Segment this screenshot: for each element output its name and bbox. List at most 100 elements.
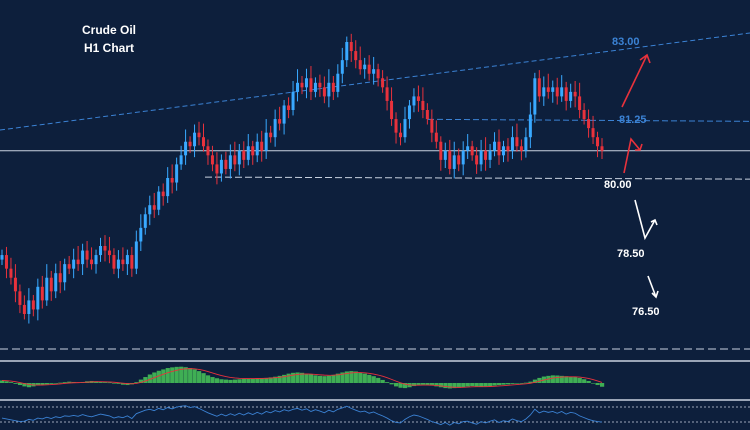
macd-bar [161, 369, 166, 383]
macd-bar [394, 383, 399, 387]
macd-bar [555, 375, 560, 383]
macd-bar [143, 377, 148, 383]
macd-bar [402, 383, 408, 389]
macd-bar [179, 366, 184, 383]
candle-body [148, 205, 152, 215]
macd-bar [358, 372, 363, 383]
candle-body [551, 87, 555, 92]
candle-body [251, 146, 255, 156]
candle-body [403, 119, 407, 138]
macd-bar [268, 377, 273, 383]
macd-bar [291, 372, 296, 383]
candle-body [430, 119, 434, 133]
candle-body [36, 286, 40, 310]
candle-body [22, 304, 26, 314]
candle-body [296, 82, 300, 92]
macd-bar [362, 373, 367, 383]
candle-body [121, 259, 125, 265]
candle-body [246, 146, 250, 160]
candle-body [13, 277, 17, 292]
candle-body [569, 91, 573, 101]
macd-bar [483, 383, 488, 387]
macd-bar [232, 379, 238, 383]
candle-body [193, 132, 197, 147]
macd-bar [380, 379, 385, 383]
macd-bar [219, 379, 224, 383]
candles-layer [0, 33, 604, 324]
macd-bar [273, 376, 278, 383]
candle-body [573, 91, 577, 97]
candle-body [31, 300, 35, 310]
candle-body [161, 191, 165, 197]
candle-body [582, 110, 586, 120]
macd-bar [586, 380, 591, 383]
candle-body [58, 273, 62, 283]
candle-body [457, 155, 461, 165]
macd-bar [564, 376, 569, 383]
candle-body [407, 105, 411, 120]
macd-bar [286, 373, 291, 383]
macd-bar [398, 383, 403, 388]
lines-layer [0, 32, 750, 423]
candle-body [367, 64, 371, 74]
macd-bar [58, 382, 63, 384]
candle-body [179, 155, 183, 165]
macd-bar [550, 375, 555, 383]
macd-bar [188, 368, 193, 383]
candle-body [291, 91, 295, 110]
candle-body [528, 114, 532, 138]
candle-body [484, 150, 488, 160]
candle-body [130, 255, 134, 269]
macd-bar [44, 383, 49, 385]
macd-bar [197, 371, 202, 383]
candle-body [0, 255, 4, 260]
candle-body [479, 150, 483, 165]
candle-body [157, 191, 161, 210]
candle-body [215, 164, 219, 174]
candle-body [376, 69, 380, 79]
macd-bar [573, 377, 578, 383]
macd-bar [452, 383, 457, 389]
macd-bar [438, 383, 444, 388]
macd-bar [308, 374, 314, 383]
arrows-layer [621, 53, 659, 299]
macd-bar [250, 378, 255, 383]
macd-bar [326, 375, 332, 383]
candle-body [242, 150, 246, 160]
candle-body [264, 132, 268, 151]
macd-bar [116, 383, 121, 384]
chart-subtitle: H1 Chart [84, 41, 134, 55]
candle-body [63, 264, 67, 283]
macd-bar [304, 373, 309, 383]
arrow-to-76-50-head [651, 290, 659, 299]
candle-body [578, 96, 582, 110]
candle-body [313, 82, 317, 92]
candle-body [112, 255, 116, 269]
macd-bar [340, 372, 345, 383]
macd-bar [40, 383, 45, 385]
candle-body [497, 141, 501, 156]
macd-bar [532, 379, 538, 383]
candle-body [4, 255, 8, 269]
macd-bar [443, 383, 448, 389]
macd-bar [537, 377, 542, 383]
candle-body [515, 137, 519, 147]
candle-body [309, 78, 313, 92]
macd-bar [317, 375, 323, 383]
candle-body [443, 150, 447, 160]
macd-bar [183, 367, 188, 383]
macd-bar [376, 377, 381, 383]
candle-body [506, 146, 510, 151]
macd-bar [371, 376, 376, 383]
support-line-80 [204, 176, 750, 180]
macd-bar [514, 383, 520, 384]
macd-bar [389, 383, 394, 385]
candle-body [322, 87, 326, 97]
macd-bar [385, 382, 390, 383]
macd-bar [295, 372, 300, 383]
chart-title: Crude Oil [82, 23, 136, 37]
candle-body [260, 141, 264, 151]
macd-bar [461, 383, 466, 388]
candle-body [103, 246, 107, 251]
arrow-to-76-50-shaft [647, 275, 657, 298]
